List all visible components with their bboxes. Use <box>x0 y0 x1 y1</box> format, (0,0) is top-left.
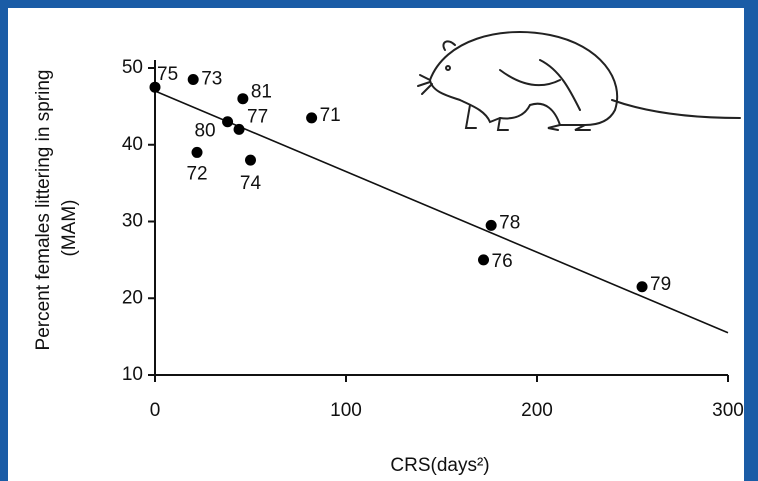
data-point <box>486 220 497 231</box>
data-point <box>306 112 317 123</box>
x-tick-label: 0 <box>150 400 161 421</box>
y-tick-label: 20 <box>122 287 143 308</box>
x-axis-label: CRS(days²) <box>390 455 489 476</box>
point-label: 76 <box>492 251 513 272</box>
data-point <box>637 281 648 292</box>
data-point <box>234 124 245 135</box>
data-point <box>478 254 489 265</box>
data-point <box>237 93 248 104</box>
point-label: 80 <box>194 121 215 142</box>
point-label: 78 <box>499 212 520 233</box>
point-label: 73 <box>201 69 222 90</box>
data-point <box>222 116 233 127</box>
data-point <box>192 147 203 158</box>
point-label: 75 <box>157 64 178 85</box>
data-point <box>245 155 256 166</box>
point-label: 81 <box>251 82 272 103</box>
y-tick-label: 10 <box>122 364 143 385</box>
x-tick-label: 300 <box>712 400 744 421</box>
x-tick-label: 200 <box>521 400 553 421</box>
y-tick-label: 50 <box>122 57 143 78</box>
point-label: 79 <box>650 274 671 295</box>
point-label: 74 <box>240 173 262 194</box>
chart: Percent females littering in spring (MAM… <box>0 0 758 481</box>
data-point <box>188 74 199 85</box>
point-label: 77 <box>247 106 268 127</box>
plot-background <box>8 8 744 481</box>
y-axis-label: Percent females littering in spring <box>33 70 54 351</box>
y-tick-label: 30 <box>122 211 143 232</box>
page: Percent females littering in spring (MAM… <box>0 0 758 481</box>
y-tick-label: 40 <box>122 134 143 155</box>
x-tick-label: 100 <box>330 400 362 421</box>
point-label: 71 <box>320 105 341 126</box>
point-label: 72 <box>186 163 207 184</box>
y-axis-label-2: (MAM) <box>59 200 80 257</box>
